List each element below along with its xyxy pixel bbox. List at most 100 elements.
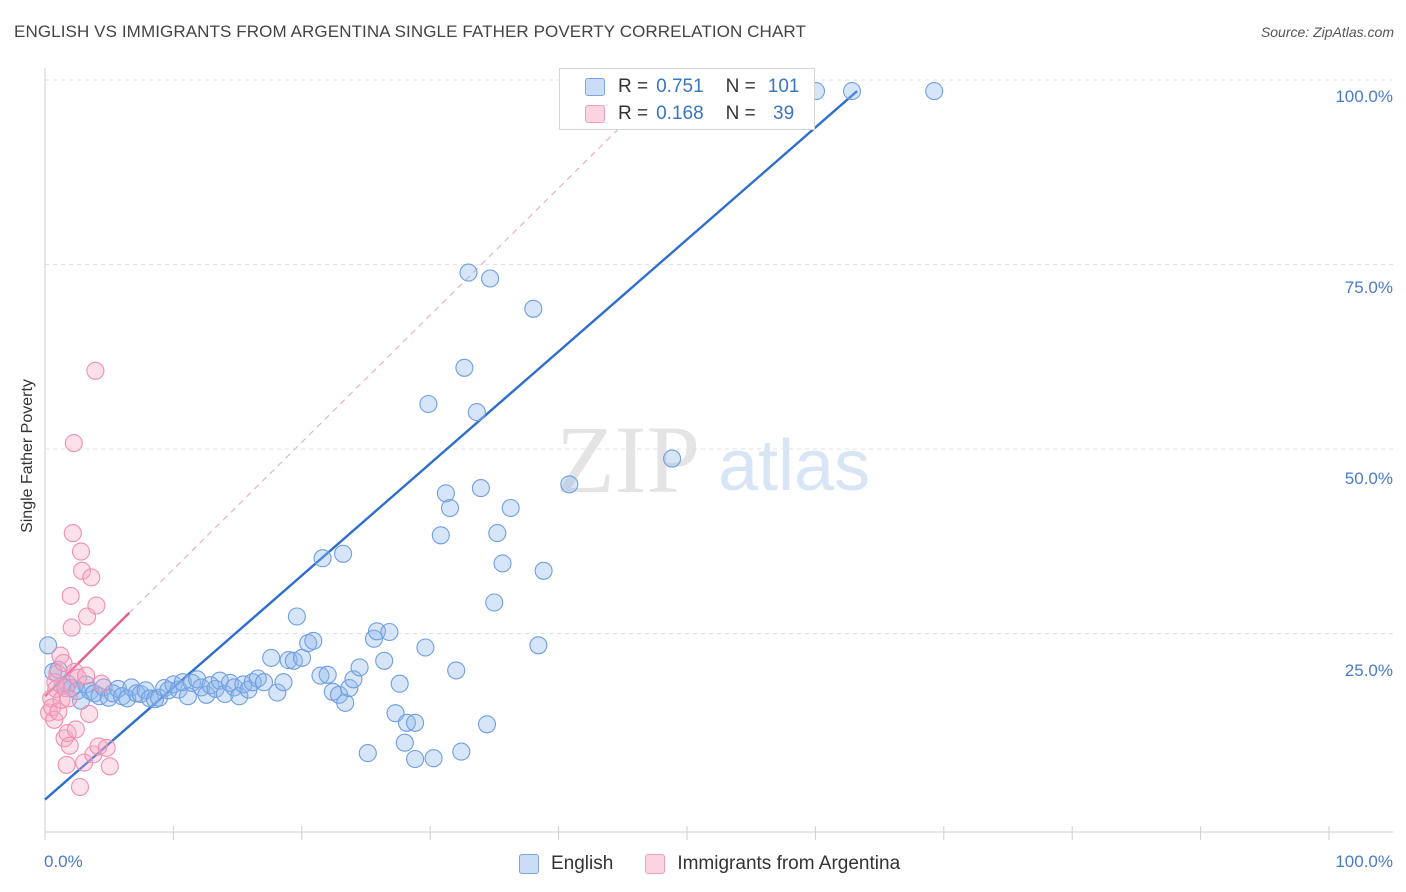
legend-item-english[interactable]: English bbox=[519, 853, 613, 875]
english-point bbox=[85, 684, 104, 703]
legend-swatch-argentina bbox=[585, 105, 605, 123]
english-point bbox=[925, 82, 944, 101]
argentina-point bbox=[87, 596, 106, 615]
legend-n-label: N = bbox=[725, 103, 756, 124]
english-point bbox=[440, 498, 460, 518]
english-point bbox=[318, 665, 337, 684]
english-point bbox=[452, 742, 471, 761]
argentina-point bbox=[71, 542, 91, 561]
y-tick-label-25: 25.0% bbox=[1344, 661, 1393, 680]
english-point bbox=[39, 636, 58, 655]
argentina-point bbox=[45, 710, 64, 729]
legend-r-value-english: 0.751 bbox=[656, 76, 704, 97]
english-point bbox=[424, 749, 443, 768]
legend-n-value-english: 101 bbox=[767, 76, 800, 97]
english-point bbox=[150, 688, 169, 707]
english-point bbox=[416, 638, 435, 657]
argentina-point bbox=[56, 679, 75, 698]
english-point bbox=[459, 263, 478, 282]
argentina-point bbox=[62, 618, 81, 637]
english-point bbox=[350, 658, 369, 677]
argentina-point bbox=[72, 561, 92, 580]
argentina-point bbox=[80, 704, 99, 723]
legend-r-value-argentina: 0.168 bbox=[656, 103, 704, 124]
watermark: ZIP atlas bbox=[556, 406, 870, 513]
english-point bbox=[406, 749, 425, 769]
english-point bbox=[197, 685, 216, 704]
argentina-point bbox=[60, 736, 79, 755]
english-point bbox=[173, 673, 192, 692]
english-point bbox=[188, 670, 207, 689]
y-tick-label-75: 75.0% bbox=[1344, 278, 1393, 297]
argentina-point bbox=[47, 679, 66, 698]
english-point bbox=[842, 82, 862, 101]
chart-source: Source: ZipAtlas.com bbox=[1260, 24, 1394, 40]
legend-item-argentina[interactable]: Immigrants from Argentina bbox=[645, 853, 900, 875]
english-point bbox=[304, 631, 323, 650]
argentina-point bbox=[52, 690, 71, 709]
legend-label-argentina: Immigrants from Argentina bbox=[677, 853, 901, 874]
y-axis-label: Single Father Poverty bbox=[19, 379, 36, 533]
english-point bbox=[447, 661, 466, 680]
english-point bbox=[334, 544, 353, 563]
argentina-point bbox=[70, 777, 90, 797]
english-point bbox=[344, 670, 363, 689]
english-point bbox=[560, 475, 579, 494]
watermark-atlas: atlas bbox=[718, 426, 870, 506]
english-point bbox=[485, 593, 504, 612]
english-point bbox=[262, 648, 281, 667]
english-point bbox=[390, 674, 409, 693]
legend-swatch-english bbox=[519, 854, 539, 874]
english-point bbox=[467, 403, 486, 422]
english-point bbox=[663, 449, 682, 468]
english-point bbox=[477, 715, 497, 734]
english-point bbox=[230, 687, 249, 706]
legend-label-english: English bbox=[551, 853, 614, 874]
english-point bbox=[268, 683, 287, 702]
legend-r-label: R = bbox=[618, 76, 649, 97]
english-point bbox=[375, 651, 394, 670]
argentina-point bbox=[59, 689, 78, 708]
argentina-point bbox=[100, 757, 119, 776]
english-point bbox=[395, 733, 414, 752]
chart-title: ENGLISH VS IMMIGRANTS FROM ARGENTINA SIN… bbox=[14, 22, 806, 41]
argentina-point bbox=[57, 755, 76, 774]
argentina-point bbox=[48, 664, 67, 683]
english-point bbox=[358, 744, 377, 763]
argentina-point bbox=[66, 720, 85, 739]
argentina-point bbox=[61, 586, 80, 605]
english-point bbox=[529, 636, 548, 655]
argentina-point bbox=[63, 524, 82, 543]
english-point bbox=[380, 622, 399, 642]
english-point bbox=[488, 524, 507, 543]
argentina-point bbox=[77, 666, 96, 685]
english-point bbox=[215, 684, 234, 704]
legend-n-value-argentina: 39 bbox=[767, 103, 795, 124]
series-legend: English Immigrants from Argentina bbox=[519, 851, 932, 877]
argentina-point bbox=[97, 738, 116, 757]
legend-swatch-argentina bbox=[645, 854, 666, 874]
english-point bbox=[118, 689, 137, 708]
english-point bbox=[493, 554, 512, 573]
x-tick-label-max: 100.0% bbox=[1335, 852, 1393, 871]
english-point bbox=[274, 673, 293, 692]
y-tick-label-50: 50.0% bbox=[1344, 469, 1393, 488]
english-point bbox=[436, 484, 455, 503]
series-english-points bbox=[39, 82, 944, 769]
y-tick-label-100: 100.0% bbox=[1335, 87, 1393, 106]
english-point bbox=[524, 299, 543, 318]
english-point bbox=[159, 681, 178, 700]
series-argentina-points bbox=[40, 361, 119, 797]
english-point bbox=[279, 651, 298, 670]
english-point bbox=[122, 678, 141, 697]
english-point bbox=[254, 673, 274, 692]
legend-swatch-english bbox=[585, 78, 605, 96]
x-tick-label-min: 0.0% bbox=[44, 852, 83, 871]
english-point bbox=[336, 693, 355, 712]
argentina-point bbox=[64, 434, 83, 453]
argentina-point bbox=[86, 361, 105, 380]
trend-line-dashed-1 bbox=[128, 79, 669, 614]
gridlines bbox=[45, 79, 1393, 634]
argentina-point bbox=[82, 568, 101, 587]
